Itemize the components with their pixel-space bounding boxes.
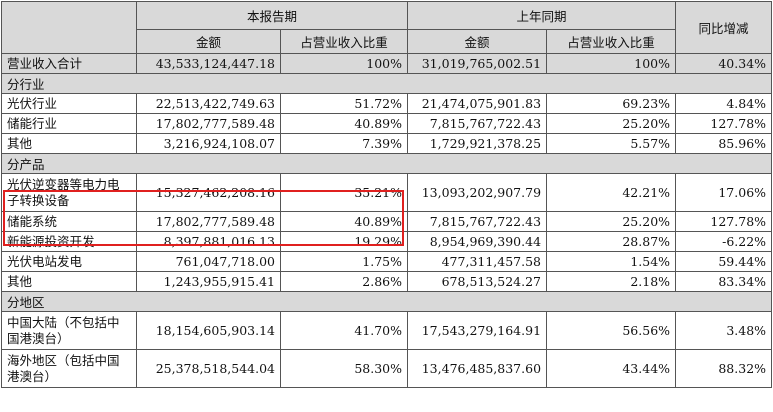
table-row: 其他 1,243,955,915.41 2.86% 678,513,524.27… <box>1 271 773 292</box>
total-revenue-row: 营业收入合计 43,533,124,447.18 100% 31,019,765… <box>1 53 773 74</box>
table-row: 中国大陆（不包括中国港澳台） 18,154,605,903.14 41.70% … <box>1 311 773 350</box>
current-amount: 18,154,605,903.14 <box>136 311 281 350</box>
current-amount: 17,802,777,589.48 <box>136 113 281 134</box>
prior-amount: 21,474,075,901.83 <box>407 93 548 114</box>
yoy-change: 127.78% <box>675 113 773 134</box>
current-share: 7.39% <box>279 133 409 154</box>
current-share: 1.75% <box>279 251 409 272</box>
yoy-change: 127.78% <box>675 211 773 232</box>
prior-amount: 1,729,921,378.25 <box>407 133 548 154</box>
row-name: 储能行业 <box>1 113 137 134</box>
prior-amount-header: 金额 <box>407 29 548 54</box>
table-row: 光伏电站发电 761,047,718.00 1.75% 477,311,457.… <box>1 251 773 272</box>
current-amount: 8,397,881,016.13 <box>136 231 281 252</box>
current-share: 41.70% <box>279 311 409 350</box>
current-amount: 1,243,955,915.41 <box>136 271 281 292</box>
yoy-change-header: 同比增减 <box>675 1 773 54</box>
current-share: 40.89% <box>279 113 409 134</box>
current-share: 40.89% <box>279 211 409 232</box>
row-name: 营业收入合计 <box>1 53 137 74</box>
prior-amount: 13,476,485,837.60 <box>407 349 548 388</box>
prior-amount: 7,815,767,722.43 <box>407 211 548 232</box>
table-row: 光伏行业 22,513,422,749.63 51.72% 21,474,075… <box>1 93 773 114</box>
row-name: 中国大陆（不包括中国港澳台） <box>1 311 137 350</box>
current-amount: 25,378,518,544.04 <box>136 349 281 388</box>
section-title: 分行业 <box>0 73 773 94</box>
row-name: 储能系统 <box>1 211 137 232</box>
yoy-change: 40.34% <box>675 53 773 74</box>
prior-share: 56.56% <box>546 311 677 350</box>
prior-amount: 8,954,969,390.44 <box>407 231 548 252</box>
section-header-row: 分行业 <box>0 73 773 94</box>
row-name: 其他 <box>1 133 137 154</box>
prior-share: 28.87% <box>546 231 677 252</box>
yoy-change: 85.96% <box>675 133 773 154</box>
current-share: 58.30% <box>279 349 409 388</box>
current-share: 35.21% <box>279 173 409 212</box>
current-amount: 43,533,124,447.18 <box>136 53 281 74</box>
table-row: 海外地区（包括中国港澳台） 25,378,518,544.04 58.30% 1… <box>1 349 773 388</box>
current-amount-header: 金额 <box>136 29 281 54</box>
current-share: 19.29% <box>279 231 409 252</box>
current-share: 51.72% <box>279 93 409 114</box>
prior-amount: 31,019,765,002.51 <box>407 53 548 74</box>
table-row: 储能行业 17,802,777,589.48 40.89% 7,815,767,… <box>1 113 773 134</box>
table-row: 光伏逆变器等电力电子转换设备 15,327,462,208.16 35.21% … <box>1 173 773 212</box>
yoy-change: 3.48% <box>675 311 773 350</box>
yoy-change: 4.84% <box>675 93 773 114</box>
yoy-change: -6.22% <box>675 231 773 252</box>
row-name: 海外地区（包括中国港澳台） <box>1 349 137 388</box>
row-name: 光伏行业 <box>1 93 137 114</box>
current-share: 100% <box>279 53 409 74</box>
prior-amount: 678,513,524.27 <box>407 271 548 292</box>
section-title: 分地区 <box>0 291 773 312</box>
section-header-row: 分地区 <box>0 291 773 312</box>
current-amount: 17,802,777,589.48 <box>136 211 281 232</box>
corner-header-cell <box>1 1 137 54</box>
prior-share: 69.23% <box>546 93 677 114</box>
prior-share: 43.44% <box>546 349 677 388</box>
prior-share: 2.18% <box>546 271 677 292</box>
prior-share: 25.20% <box>546 113 677 134</box>
table-row: 新能源投资开发 8,397,881,016.13 19.29% 8,954,96… <box>1 231 773 252</box>
current-amount: 15,327,462,208.16 <box>136 173 281 212</box>
revenue-breakdown-table: 本报告期 上年同期 同比增减 金额 占营业收入比重 金额 占营业收入比重 营业收… <box>0 1 773 388</box>
current-amount: 3,216,924,108.07 <box>136 133 281 154</box>
row-name: 新能源投资开发 <box>1 231 137 252</box>
current-amount: 22,513,422,749.63 <box>136 93 281 114</box>
prior-share: 5.57% <box>546 133 677 154</box>
yoy-change: 59.44% <box>675 251 773 272</box>
prior-amount: 477,311,457.58 <box>407 251 548 272</box>
prior-share-header: 占营业收入比重 <box>546 29 677 54</box>
current-period-header: 本报告期 <box>135 1 409 30</box>
yoy-change: 17.06% <box>675 173 773 212</box>
row-name: 其他 <box>1 271 137 292</box>
prior-share: 42.21% <box>546 173 677 212</box>
section-title: 分产品 <box>0 153 773 174</box>
current-share: 2.86% <box>279 271 409 292</box>
current-amount: 761,047,718.00 <box>136 251 281 272</box>
prior-amount: 13,093,202,907.79 <box>407 173 548 212</box>
prior-share: 25.20% <box>546 211 677 232</box>
row-name: 光伏逆变器等电力电子转换设备 <box>1 173 137 212</box>
current-share-header: 占营业收入比重 <box>279 29 409 54</box>
yoy-change: 83.34% <box>675 271 773 292</box>
prior-amount: 7,815,767,722.43 <box>407 113 548 134</box>
yoy-change: 88.32% <box>675 349 773 388</box>
prior-share: 1.54% <box>546 251 677 272</box>
prior-period-header: 上年同期 <box>407 1 677 30</box>
prior-amount: 17,543,279,164.91 <box>407 311 548 350</box>
row-name: 光伏电站发电 <box>1 251 137 272</box>
table-row: 储能系统 17,802,777,589.48 40.89% 7,815,767,… <box>1 211 773 232</box>
table-row: 其他 3,216,924,108.07 7.39% 1,729,921,378.… <box>1 133 773 154</box>
section-header-row: 分产品 <box>0 153 773 174</box>
prior-share: 100% <box>546 53 677 74</box>
